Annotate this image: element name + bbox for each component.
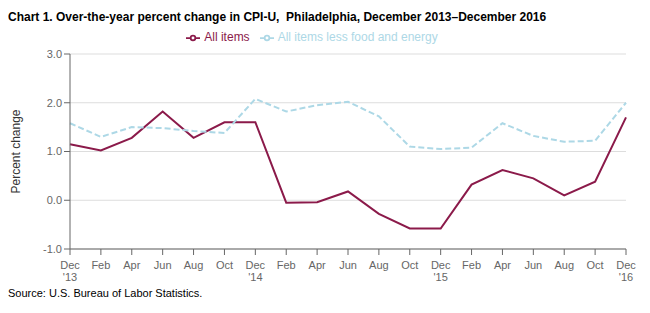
svg-text:Percent change: Percent change — [9, 109, 23, 193]
svg-text:Oct: Oct — [216, 259, 233, 271]
svg-text:Jun: Jun — [154, 259, 172, 271]
html-text:Chart 1. Over-the-year percent: Chart 1. Over-the-year percent change in… — [8, 10, 547, 24]
svg-text:Aug: Aug — [184, 259, 204, 271]
html-text:All items less food and energy: All items less food and energy — [277, 30, 438, 44]
svg-text:Oct: Oct — [401, 259, 418, 271]
svg-text:Feb: Feb — [91, 259, 110, 271]
html-text:All items: All items — [204, 30, 250, 44]
svg-text:Oct: Oct — [587, 259, 604, 271]
svg-text:Jun: Jun — [339, 259, 357, 271]
svg-text:3.0: 3.0 — [47, 48, 62, 60]
svg-text:2.0: 2.0 — [47, 97, 62, 109]
html-text:Source: U.S. Bureau of Labor S: Source: U.S. Bureau of Labor Statistics. — [8, 287, 203, 299]
svg-text:1.0: 1.0 — [47, 145, 62, 157]
svg-text:Dec'14: Dec'14 — [246, 259, 266, 283]
svg-text:Apr: Apr — [309, 259, 326, 271]
svg-text:Dec'13: Dec'13 — [60, 259, 80, 283]
svg-text:Apr: Apr — [123, 259, 140, 271]
svg-text:Dec'15: Dec'15 — [431, 259, 451, 283]
svg-text:Aug: Aug — [369, 259, 389, 271]
svg-text:Feb: Feb — [277, 259, 296, 271]
svg-text:-1.0: -1.0 — [43, 243, 62, 255]
svg-text:Apr: Apr — [494, 259, 511, 271]
svg-text:Jun: Jun — [524, 259, 542, 271]
svg-text:0.0: 0.0 — [47, 194, 62, 206]
svg-text:Aug: Aug — [554, 259, 574, 271]
svg-text:Dec'16: Dec'16 — [616, 259, 636, 283]
svg-text:Feb: Feb — [462, 259, 481, 271]
